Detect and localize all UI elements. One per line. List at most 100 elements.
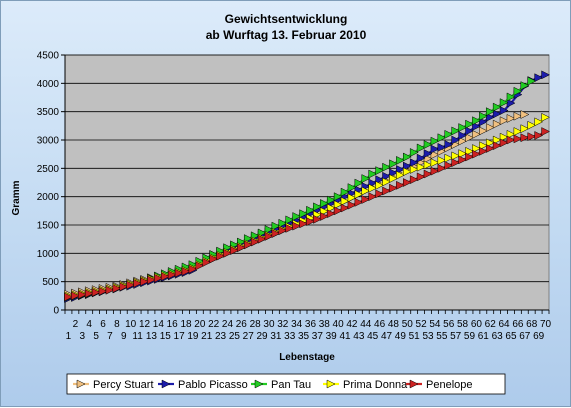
data-point-pan-tau (403, 152, 412, 162)
data-point-prima-donna (506, 129, 516, 139)
data-point-penelope (451, 158, 461, 168)
data-point-penelope (181, 267, 191, 276)
x-tick-label: 34 (291, 319, 303, 330)
data-point-percy-stuart (513, 111, 523, 121)
data-point-prima-donna (458, 149, 468, 159)
data-point-penelope (209, 254, 219, 264)
data-point-penelope (347, 200, 357, 210)
x-tick-label: 32 (277, 319, 289, 330)
data-point-penelope (396, 180, 405, 190)
x-tick-label: 43 (353, 331, 365, 342)
data-point-pan-tau (499, 98, 509, 108)
data-point-pan-tau (409, 148, 419, 157)
y-tick-label: 1000 (37, 249, 60, 260)
data-point-percy-stuart (479, 126, 488, 136)
x-tick-label: 14 (153, 319, 165, 330)
data-point-prima-donna (423, 160, 433, 170)
legend-label: Penelope (426, 379, 473, 391)
data-point-pan-tau (451, 126, 461, 136)
x-tick-label: 2 (73, 319, 79, 330)
data-point-prima-donna (403, 167, 412, 177)
plot-area (64, 54, 550, 311)
data-point-penelope (416, 172, 426, 182)
x-tick-label: 66 (512, 319, 524, 330)
x-tick-label: 8 (114, 319, 120, 330)
data-point-penelope (520, 133, 530, 143)
x-tick-label: 47 (381, 331, 393, 342)
data-point-prima-donna (534, 117, 544, 127)
x-tick-label: 60 (471, 319, 483, 330)
data-point-pan-tau (292, 212, 302, 221)
data-point-prima-donna (396, 170, 405, 180)
x-tick-label: 39 (326, 331, 338, 342)
data-point-penelope (195, 261, 205, 271)
x-tick-label: 29 (256, 331, 268, 342)
x-tick-label: 45 (367, 331, 379, 342)
x-tick-label: 46 (374, 319, 386, 330)
x-tick-label: 21 (201, 331, 213, 342)
data-point-penelope (271, 229, 281, 238)
x-tick-label: 64 (498, 319, 510, 330)
y-tick-label: 0 (53, 306, 59, 317)
data-point-pablo-picasso (403, 161, 412, 171)
data-point-penelope (98, 286, 108, 296)
data-point-pan-tau (278, 218, 288, 228)
data-point-percy-stuart (465, 133, 475, 143)
data-point-prima-donna (347, 193, 357, 203)
legend-marker (409, 379, 419, 389)
data-point-pablo-picasso (458, 131, 468, 140)
data-point-penelope (527, 132, 537, 142)
y-tick-label: 4000 (37, 79, 60, 90)
data-point-pan-tau (396, 155, 405, 165)
data-point-penelope (368, 192, 378, 202)
data-point-penelope (119, 282, 129, 292)
data-point-penelope (84, 289, 94, 298)
x-tick-label: 27 (243, 331, 255, 342)
x-tick-label: 61 (478, 331, 490, 342)
data-point-pan-tau (285, 215, 295, 225)
data-point-penelope (361, 195, 371, 204)
data-point-pan-tau (271, 221, 281, 231)
x-tick-label: 31 (270, 331, 282, 342)
x-tick-label: 37 (312, 331, 324, 342)
data-point-pablo-picasso (409, 158, 419, 168)
series-penelope (64, 127, 551, 302)
data-point-penelope (506, 135, 516, 145)
x-tick-label: 4 (86, 319, 92, 330)
x-tick-label: 5 (93, 331, 99, 342)
data-point-pan-tau (492, 102, 502, 112)
legend-label: Pablo Picasso (178, 379, 248, 391)
data-point-penelope (105, 285, 115, 295)
data-point-pan-tau (375, 166, 385, 176)
data-point-pablo-picasso (541, 70, 551, 80)
series-group (64, 70, 551, 304)
data-point-penelope (167, 270, 177, 280)
legend-item-pablo-picasso: Pablo Picasso (158, 379, 248, 391)
x-tick-label: 9 (121, 331, 127, 342)
data-point-penelope (403, 178, 412, 187)
data-point-pan-tau (416, 143, 426, 153)
data-point-penelope (133, 278, 143, 288)
data-point-pan-tau (340, 187, 350, 197)
data-point-penelope (285, 223, 295, 233)
data-point-pan-tau (264, 225, 274, 234)
data-point-pablo-picasso (451, 135, 461, 145)
data-point-penelope (541, 127, 551, 136)
x-tick-label: 40 (333, 319, 345, 330)
x-tick-label: 69 (533, 331, 545, 342)
data-point-penelope (223, 248, 233, 258)
x-tick-label: 13 (146, 331, 158, 342)
data-point-penelope (154, 273, 163, 283)
x-tick-label: 25 (229, 331, 241, 342)
data-point-penelope (126, 280, 136, 290)
data-point-prima-donna (326, 203, 336, 213)
legend-item-penelope: Penelope (406, 379, 473, 391)
data-point-pan-tau (313, 202, 322, 212)
data-point-penelope (333, 206, 343, 216)
data-point-prima-donna (416, 162, 426, 172)
legend-marker (76, 379, 86, 389)
data-point-penelope (147, 275, 156, 285)
x-tick-label: 42 (346, 319, 358, 330)
x-tick-label: 36 (305, 319, 317, 330)
